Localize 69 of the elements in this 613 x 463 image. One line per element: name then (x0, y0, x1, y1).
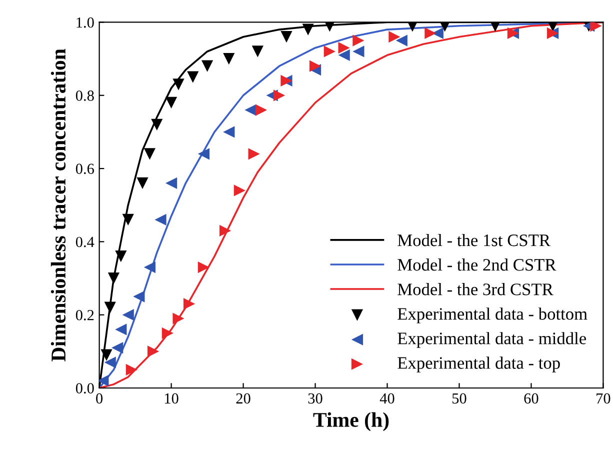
legend-label: Experimental data - middle (398, 332, 586, 348)
point (309, 60, 322, 72)
point (590, 22, 602, 32)
point (234, 184, 246, 196)
legend-label: Experimental data - top (398, 356, 560, 372)
point (252, 46, 264, 58)
point (187, 71, 199, 83)
point (219, 224, 232, 237)
y-tick-label: 0.2 (76, 310, 94, 320)
point (352, 34, 364, 46)
point (151, 118, 163, 130)
legend-label: Experimental data - bottom (398, 308, 588, 324)
x-tick-label: 0 (96, 393, 103, 404)
point (154, 214, 166, 226)
point (165, 96, 178, 109)
legend-label: Model - the 3rd CSTR (398, 283, 554, 296)
point (115, 324, 127, 336)
point (162, 327, 174, 339)
point (122, 214, 134, 226)
point (198, 148, 210, 160)
point (424, 27, 436, 40)
point (172, 78, 184, 90)
y-tick-label: 0.0 (76, 383, 94, 394)
y-axis-title: Dimensionless tracer concentration (50, 48, 66, 362)
legend-label: Model - the 2nd CSTR (398, 258, 556, 271)
point (165, 177, 178, 189)
y-tick-label: 0.8 (76, 90, 94, 101)
x-tick-label: 70 (596, 393, 610, 404)
point (183, 298, 196, 310)
point (338, 49, 350, 61)
x-tick-label: 10 (164, 393, 178, 404)
x-tick-label: 20 (236, 393, 250, 404)
y-tick-label: 0.6 (76, 164, 94, 174)
point (198, 261, 210, 274)
point (144, 148, 156, 160)
point (100, 349, 112, 361)
y-tick-label: 0.4 (76, 236, 94, 248)
y-tick-label: 1.0 (76, 17, 94, 28)
point (172, 312, 184, 324)
point (104, 302, 116, 314)
point (280, 31, 292, 43)
x-tick-label: 50 (452, 393, 466, 404)
point (396, 34, 408, 46)
point (136, 177, 148, 189)
point (223, 126, 235, 138)
point (111, 342, 124, 354)
x-tick-label: 40 (380, 393, 394, 404)
x-tick-label: 60 (524, 393, 538, 404)
point (126, 364, 138, 376)
point (248, 148, 260, 160)
point (144, 261, 156, 274)
point (147, 346, 160, 358)
point (133, 290, 145, 302)
point (104, 356, 116, 368)
point (115, 250, 127, 262)
point (352, 46, 364, 58)
point (338, 42, 350, 54)
x-axis-title: Time (h) (313, 412, 389, 432)
point (122, 309, 134, 321)
legend-label: Model - the 1st CSTR (398, 234, 550, 246)
x-tick-label: 30 (308, 393, 322, 404)
point (302, 24, 314, 36)
point (255, 104, 268, 116)
point (108, 272, 120, 284)
point (223, 52, 235, 65)
point (324, 46, 336, 58)
point (201, 60, 214, 72)
point (388, 31, 400, 43)
point (273, 90, 286, 102)
